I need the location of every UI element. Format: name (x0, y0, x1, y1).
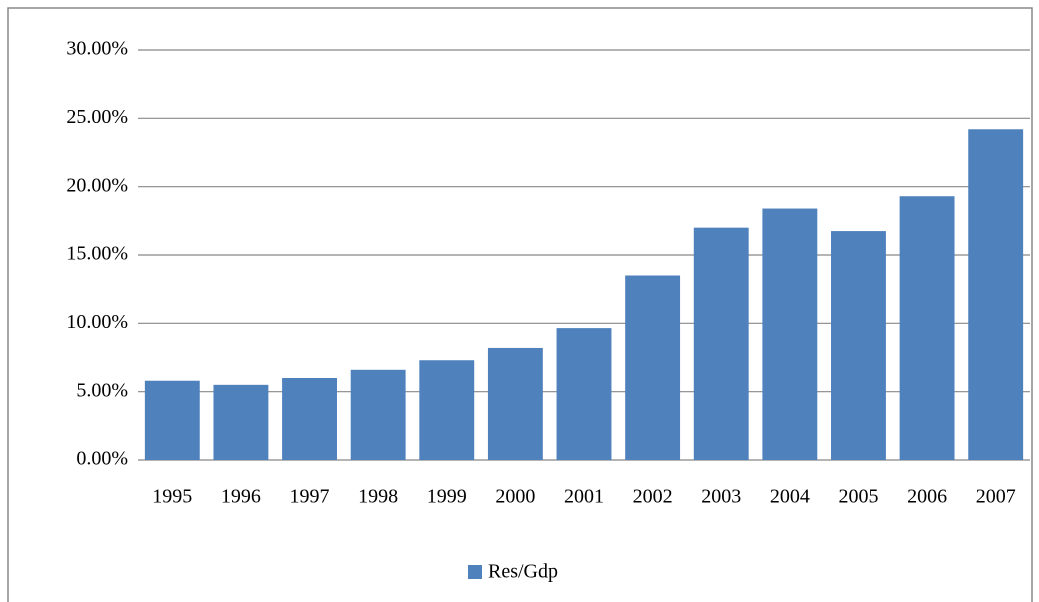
y-tick-label: 0.00% (76, 448, 128, 470)
x-tick-label: 2000 (495, 486, 535, 508)
bar (831, 231, 886, 460)
x-tick-label: 2006 (907, 486, 947, 508)
x-tick-label: 1996 (221, 486, 261, 508)
bar (556, 328, 612, 460)
bar (144, 380, 200, 460)
x-tick-label: 1995 (152, 486, 192, 508)
y-tick-label: 10.00% (66, 311, 128, 333)
y-tick-label: 25.00% (66, 106, 128, 128)
x-tick-label: 1998 (358, 486, 398, 508)
bar (350, 369, 406, 460)
bar (625, 275, 681, 460)
x-tick-label: 1999 (427, 486, 467, 508)
bar (487, 347, 543, 460)
x-tick-label: 2003 (701, 486, 741, 508)
legend-label: Res/Gdp (488, 561, 558, 583)
y-tick-label: 30.00% (66, 38, 128, 60)
bar (968, 129, 1024, 460)
bar (419, 360, 475, 460)
y-tick-label: 20.00% (66, 174, 128, 196)
x-tick-label: 2001 (564, 486, 604, 508)
x-tick-label: 2007 (976, 486, 1016, 508)
bar (762, 208, 818, 460)
x-tick-label: 2005 (838, 486, 878, 508)
bar (282, 378, 337, 460)
bar (213, 384, 269, 460)
y-tick-label: 15.00% (66, 243, 128, 265)
legend-swatch (468, 565, 482, 579)
bar (899, 196, 955, 460)
x-tick-label: 2004 (770, 486, 810, 508)
bar (693, 227, 749, 460)
x-tick-label: 1997 (290, 486, 330, 508)
x-tick-label: 2002 (633, 486, 673, 508)
y-tick-label: 5.00% (76, 379, 128, 401)
